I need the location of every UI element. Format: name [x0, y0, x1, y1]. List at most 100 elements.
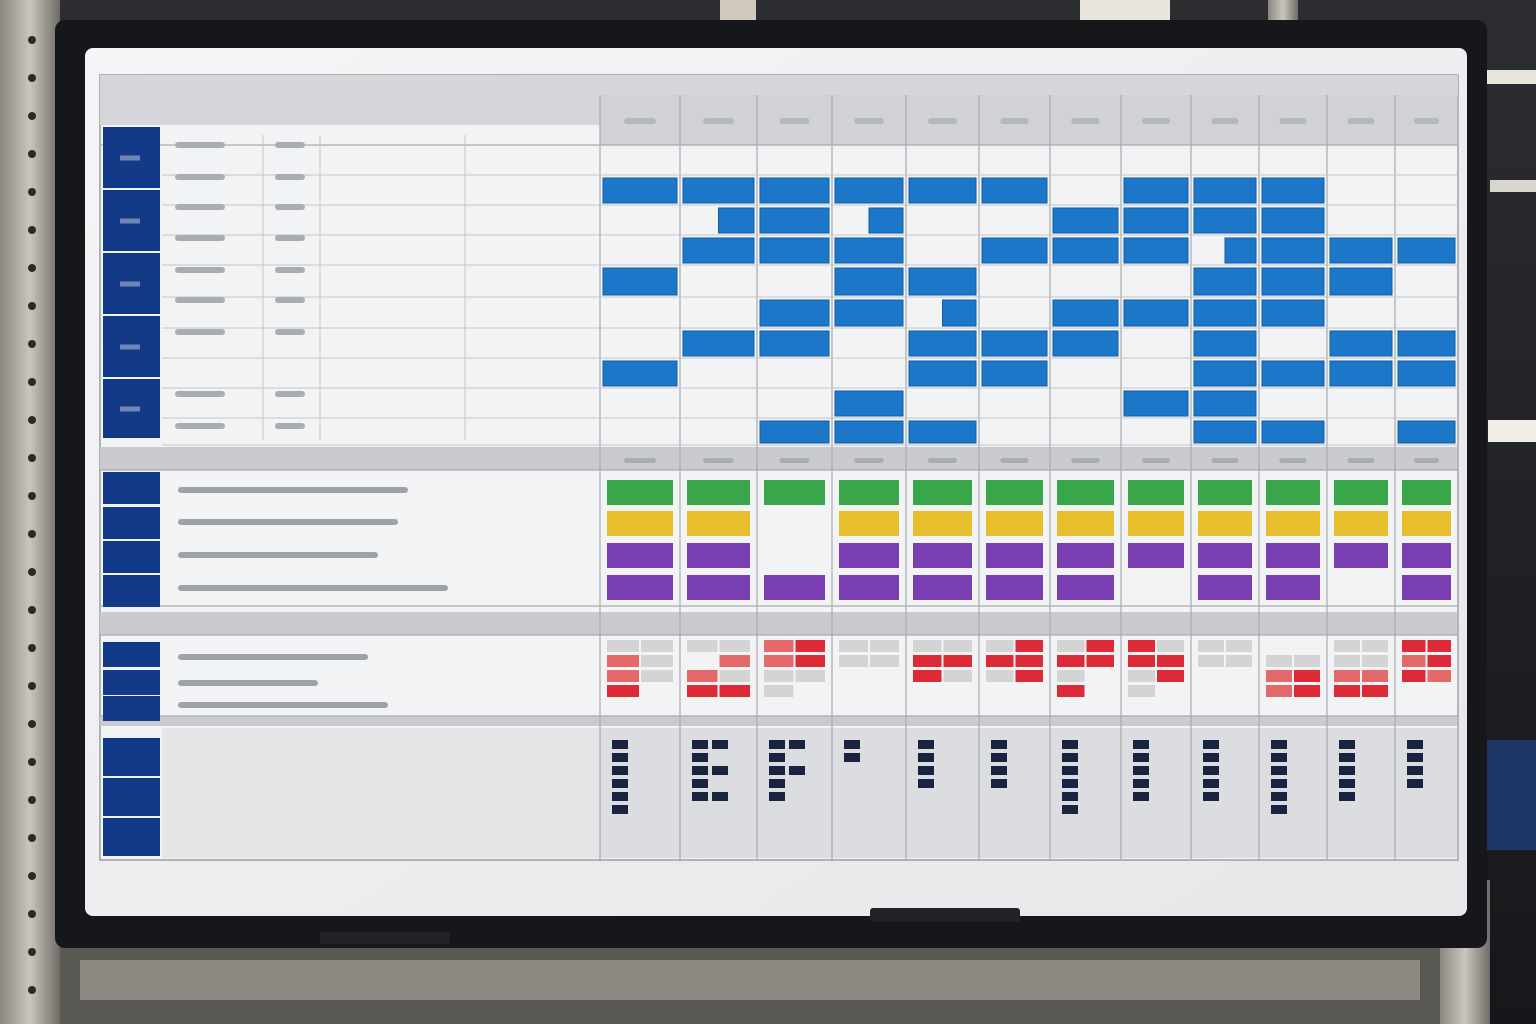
stack-magnet — [612, 740, 628, 749]
status-magnet — [607, 575, 673, 600]
post-hole — [28, 796, 36, 804]
small-magnet — [1086, 655, 1114, 667]
shelf-bins — [1484, 740, 1536, 850]
small-magnet — [764, 685, 794, 697]
row-text-blur — [175, 174, 225, 180]
small-magnet — [719, 685, 750, 697]
small-magnet — [1294, 655, 1320, 667]
small-magnet — [641, 655, 673, 667]
small-magnet — [795, 640, 825, 652]
small-magnet — [764, 670, 794, 682]
status-magnet — [1198, 543, 1252, 568]
stack-magnet — [1271, 740, 1287, 749]
section-band — [100, 716, 1458, 726]
small-magnet — [1157, 670, 1184, 682]
status-magnet — [1128, 480, 1184, 505]
header-text-blur — [1413, 118, 1440, 124]
stack-magnet — [769, 766, 785, 775]
blue-magnet — [834, 177, 904, 204]
blue-magnet — [1193, 299, 1257, 327]
small-magnet — [839, 655, 868, 667]
small-magnet — [986, 670, 1014, 682]
stack-magnet — [991, 753, 1007, 762]
blue-magnet — [759, 207, 830, 234]
marker — [1190, 903, 1290, 913]
header-text-blur — [1279, 118, 1307, 124]
stack-magnet — [918, 740, 934, 749]
small-magnet — [795, 655, 825, 667]
status-magnet — [1266, 575, 1320, 600]
blue-magnet — [1261, 237, 1325, 264]
blue-magnet — [834, 299, 904, 327]
navy-label — [103, 778, 160, 816]
stack-magnet — [918, 779, 934, 788]
header-text-blur — [854, 118, 884, 124]
stack-magnet — [1203, 766, 1219, 775]
header-text-blur — [624, 458, 656, 463]
status-magnet — [986, 575, 1043, 600]
post-hole — [28, 416, 36, 424]
post-hole — [28, 606, 36, 614]
stack-magnet — [1339, 753, 1355, 762]
status-magnet — [913, 511, 972, 536]
blue-magnet — [1261, 420, 1325, 444]
blue-magnet — [1052, 330, 1119, 357]
small-magnet — [1198, 655, 1224, 667]
status-magnet — [1057, 511, 1114, 536]
small-magnet — [719, 640, 750, 652]
blue-magnet — [682, 177, 755, 204]
row-text-blur — [275, 423, 305, 429]
row-text-blur — [275, 204, 305, 210]
blue-magnet — [1261, 177, 1325, 204]
blue-magnet — [1329, 267, 1393, 296]
stack-magnet — [1339, 792, 1355, 801]
stack-magnet — [1203, 753, 1219, 762]
small-magnet — [1362, 670, 1388, 682]
header-text-blur — [624, 118, 656, 124]
post-hole — [28, 112, 36, 120]
small-magnet — [1334, 670, 1360, 682]
status-magnet — [764, 480, 825, 505]
status-magnet — [1057, 543, 1114, 568]
blue-magnet — [1329, 330, 1393, 357]
post-hole — [28, 226, 36, 234]
blue-magnet — [1123, 237, 1189, 264]
blue-magnet — [1193, 177, 1257, 204]
navy-label-text — [120, 406, 140, 412]
blue-magnet — [1329, 237, 1393, 264]
stack-magnet — [1339, 766, 1355, 775]
blue-magnet — [1123, 207, 1189, 234]
header-text-blur — [1000, 458, 1029, 463]
row-text-blur — [175, 391, 225, 397]
header-text-blur — [1413, 458, 1440, 463]
status-magnet — [986, 480, 1043, 505]
small-magnet — [687, 685, 718, 697]
status-magnet — [1266, 511, 1320, 536]
stack-magnet — [692, 766, 708, 775]
stack-magnet — [1203, 779, 1219, 788]
header-text-blur — [1211, 118, 1239, 124]
stack-magnet — [1271, 766, 1287, 775]
blue-magnet — [1397, 237, 1456, 264]
navy-label — [103, 541, 160, 573]
stack-magnet — [789, 766, 805, 775]
small-magnet — [943, 640, 972, 652]
stack-magnet — [1062, 792, 1078, 801]
stack-magnet — [1133, 753, 1149, 762]
small-magnet — [1015, 670, 1043, 682]
post-hole — [28, 720, 36, 728]
small-magnet — [764, 640, 794, 652]
small-magnet — [913, 670, 942, 682]
post-hole — [28, 264, 36, 272]
blue-magnet — [682, 330, 755, 357]
row-text-blur — [175, 142, 225, 148]
eraser — [870, 908, 1020, 922]
small-magnet — [1362, 685, 1388, 697]
stack-magnet — [1271, 779, 1287, 788]
navy-label — [103, 696, 160, 721]
blue-magnet — [1123, 177, 1189, 204]
small-magnet — [1198, 640, 1224, 652]
small-magnet — [1427, 655, 1451, 667]
status-magnet — [1128, 543, 1184, 568]
header-text-blur — [1071, 458, 1100, 463]
